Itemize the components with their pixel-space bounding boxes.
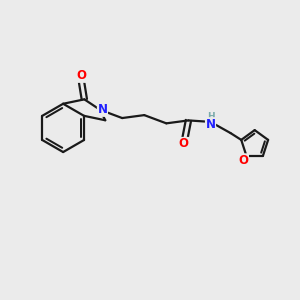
Text: H: H [207, 112, 214, 121]
Text: O: O [76, 69, 86, 82]
Text: N: N [206, 118, 215, 131]
Text: O: O [178, 137, 188, 151]
Text: O: O [238, 154, 248, 167]
Text: N: N [98, 103, 107, 116]
